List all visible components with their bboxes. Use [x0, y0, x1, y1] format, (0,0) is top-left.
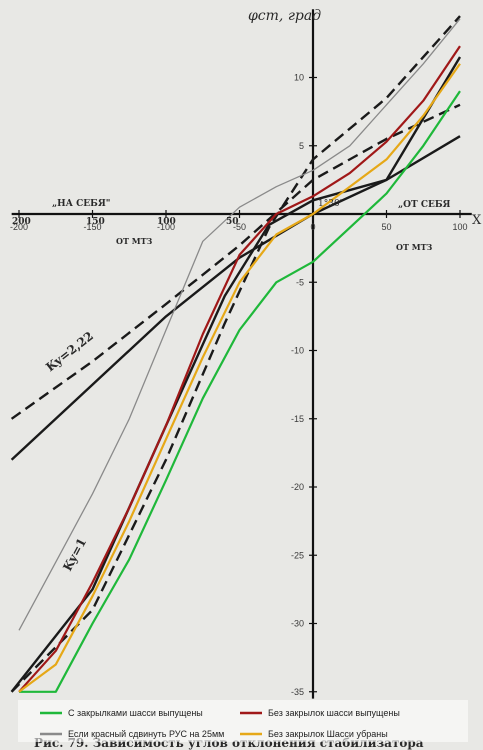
- y-tick-label: 10: [294, 73, 304, 83]
- y-axis-label: φст, град: [248, 8, 321, 24]
- series-line: [18, 63, 461, 693]
- legend-label: С закрылками шасси выпущены: [68, 708, 203, 718]
- left-scale-100: 100: [157, 217, 176, 227]
- x-tick-label: 50: [381, 222, 391, 232]
- y-tick-label: -25: [291, 550, 304, 560]
- plot-area: -200 -150 -100 -50 0 50 100 10 5 -5 -10 -15 -20 -25 -3…: [10, 9, 472, 699]
- y-tick-label: -5: [296, 277, 304, 287]
- series-line: [18, 18, 461, 631]
- x-axis-letter: X: [472, 213, 482, 228]
- left-direction-label: „НА СЕБЯ": [52, 199, 110, 209]
- x-tick-label: -50: [233, 222, 246, 232]
- reference-curve: [10, 56, 462, 693]
- left-scale-200: 200: [12, 217, 31, 227]
- reference-curve: [10, 103, 461, 420]
- left-scale-150: 150: [86, 217, 105, 227]
- right-direction-label: „ОТ СЕБЯ: [398, 200, 451, 210]
- series-line: [18, 45, 461, 693]
- left-mtz-label: ОТ МТЗ: [116, 236, 153, 246]
- left-scale-50: 50: [226, 217, 239, 227]
- x-tick-label: -150: [83, 222, 101, 232]
- x-tick-label: 0: [310, 222, 315, 232]
- legend-label: Если красный сдвинуть РУС на 25мм: [68, 729, 224, 739]
- right-mtz-label: ОТ МТЗ: [396, 242, 433, 252]
- legend: С закрылками шасси выпущены Без закрылок …: [18, 700, 468, 742]
- y-tick-label: -20: [291, 482, 304, 492]
- y-tick-label: -30: [291, 619, 304, 629]
- x-tick-label: -200: [10, 222, 28, 232]
- legend-label: Без закрылок шасси выпущены: [268, 708, 400, 718]
- y-tick-label: 5: [299, 141, 304, 151]
- series-line: [19, 90, 461, 693]
- x-tick-label: 100: [452, 222, 467, 232]
- y-tick-label: -15: [291, 414, 304, 424]
- x-tick-label: -100: [157, 222, 175, 232]
- y-tick-label: -35: [291, 687, 304, 697]
- y-tick-label: -10: [291, 346, 304, 356]
- legend-label: Без закрылок Шасси убраны: [268, 729, 388, 739]
- reference-curve: [10, 15, 461, 693]
- angle-note: 1°30': [318, 199, 342, 209]
